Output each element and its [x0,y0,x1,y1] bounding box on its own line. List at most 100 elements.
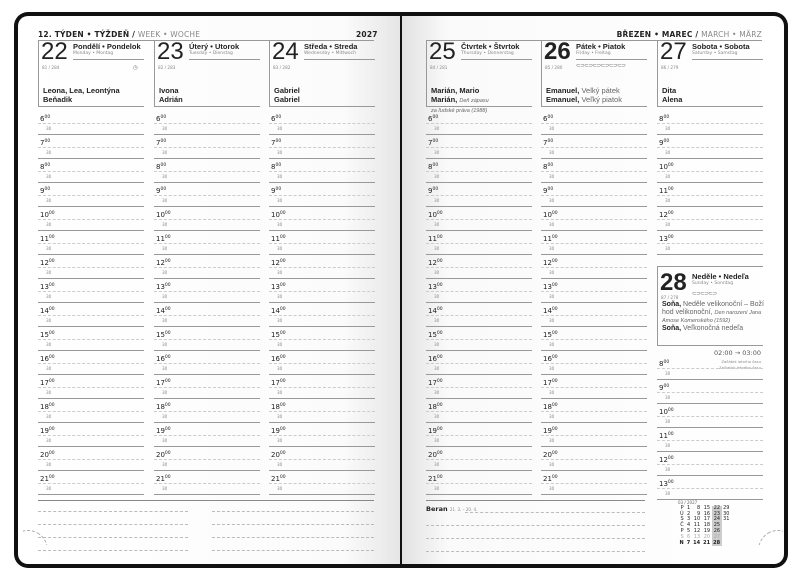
hour-slot[interactable]: 1200 30 [154,255,260,279]
hour-slot[interactable]: 700 30 [154,135,260,159]
hour-slot[interactable]: 1200 30 [541,255,647,279]
hour-slot[interactable]: 1600 30 [38,351,144,375]
hour-slot[interactable]: 1400 30 [269,303,375,327]
hour-slot[interactable]: 2000 30 [541,447,647,471]
hour-slot[interactable]: 1900 30 [38,423,144,447]
hour-slot[interactable]: 800 30 [426,159,532,183]
hour-slot[interactable]: 1500 30 [154,327,260,351]
hour-slot[interactable]: 1400 30 [154,303,260,327]
hour-slot[interactable]: 1100 30 [154,231,260,255]
hour-slot[interactable]: 1400 30 [541,303,647,327]
hour-slot[interactable]: 900 30 [269,183,375,207]
hour-slot[interactable]: 1100 30 [657,428,763,452]
hour-slot[interactable]: 1200 30 [269,255,375,279]
hour-slot[interactable]: 1100 30 [38,231,144,255]
hour-slot[interactable]: 1800 30 [269,399,375,423]
hour-slot[interactable]: 1400 30 [38,303,144,327]
hour-slot[interactable]: 2100 30 [269,471,375,495]
note-line[interactable] [212,524,374,525]
hour-slot[interactable]: 600 30 [269,111,375,135]
hour-slot[interactable]: 2100 30 [541,471,647,495]
hour-slot[interactable]: 700 30 [541,135,647,159]
hour-slot[interactable]: 1600 30 [154,351,260,375]
hour-slot[interactable]: 800 30 [541,159,647,183]
hour-slot[interactable]: 1000 30 [426,207,532,231]
hour-slot[interactable]: 1700 30 [426,375,532,399]
hour-slot[interactable]: 1200 30 [657,207,763,231]
hour-slot[interactable]: 1300 30 [269,279,375,303]
hour-slot[interactable]: 2000 30 [426,447,532,471]
hour-slot[interactable]: 1500 30 [38,327,144,351]
hour-slot[interactable]: 1500 30 [269,327,375,351]
note-line[interactable] [426,538,645,539]
note-line[interactable] [212,511,374,512]
hour-slot[interactable]: 900 30 [657,380,763,404]
hour-slot[interactable]: 600 30 [154,111,260,135]
hour-slot[interactable]: 1600 30 [426,351,532,375]
hour-slot[interactable]: 700 30 [38,135,144,159]
hour-slot[interactable]: 600 30 [426,111,532,135]
hour-slot[interactable]: 1200 30 [426,255,532,279]
hour-slot[interactable]: 1400 30 [426,303,532,327]
hour-slot[interactable]: 800 30 [269,159,375,183]
hour-slot[interactable]: 1000 30 [38,207,144,231]
hour-slot[interactable]: 700 30 [426,135,532,159]
hour-slot[interactable]: 900 30 [426,183,532,207]
hour-slot[interactable]: 1700 30 [154,375,260,399]
hour-slot[interactable]: 1300 30 [541,279,647,303]
note-line[interactable] [38,537,188,538]
note-line[interactable] [426,525,645,526]
note-line[interactable] [38,550,188,551]
hour-slot[interactable]: 1600 30 [269,351,375,375]
hour-slot[interactable]: 1300 30 [657,231,763,255]
hour-slot[interactable]: 2100 30 [426,471,532,495]
hour-slot[interactable]: 1200 30 [38,255,144,279]
hour-slot[interactable]: 1000 30 [541,207,647,231]
hour-slot[interactable]: 1300 30 [657,476,763,500]
note-line[interactable] [212,537,374,538]
hour-slot[interactable]: 1500 30 [541,327,647,351]
note-line[interactable] [212,550,374,551]
hour-slot[interactable]: 1900 30 [269,423,375,447]
hour-slot[interactable]: 1100 30 [426,231,532,255]
hour-slot[interactable]: 1000 30 [657,159,763,183]
hour-slot[interactable]: 1100 30 [269,231,375,255]
hour-slot[interactable]: 1100 30 [657,183,763,207]
hour-slot[interactable]: 2000 30 [269,447,375,471]
note-line[interactable] [38,511,188,512]
hour-slot[interactable]: 1800 30 [426,399,532,423]
hour-slot[interactable]: 1900 30 [541,423,647,447]
hour-slot[interactable]: 1900 30 [154,423,260,447]
hour-slot[interactable]: 700 30 [269,135,375,159]
hour-slot[interactable]: 1000 30 [657,404,763,428]
hour-slot[interactable]: 800 30 [657,111,763,135]
hour-slot[interactable]: 600 30 [541,111,647,135]
hour-slot[interactable]: 1900 30 [426,423,532,447]
hour-slot[interactable]: 1200 30 [657,452,763,476]
hour-slot[interactable]: 800 30 [38,159,144,183]
hour-slot[interactable]: 900 30 [38,183,144,207]
note-line[interactable] [426,551,645,552]
hour-slot[interactable]: 2000 30 [38,447,144,471]
hour-slot[interactable]: 1700 30 [541,375,647,399]
hour-slot[interactable]: 1300 30 [154,279,260,303]
hour-slot[interactable]: 1700 30 [38,375,144,399]
hour-slot[interactable]: 1300 30 [38,279,144,303]
hour-slot[interactable]: 900 30 [657,135,763,159]
hour-slot[interactable]: 1700 30 [269,375,375,399]
hour-slot[interactable]: 1000 30 [269,207,375,231]
hour-slot[interactable]: 1800 30 [541,399,647,423]
hour-slot[interactable]: 900 30 [154,183,260,207]
hour-slot[interactable]: 1100 30 [541,231,647,255]
hour-slot[interactable]: 600 30 [38,111,144,135]
hour-slot[interactable]: 1800 30 [38,399,144,423]
hour-slot[interactable]: 2000 30 [154,447,260,471]
hour-slot[interactable]: 1800 30 [154,399,260,423]
hour-slot[interactable]: 1600 30 [541,351,647,375]
hour-slot[interactable]: 2100 30 [154,471,260,495]
hour-slot[interactable]: 900 30 [541,183,647,207]
hour-slot[interactable]: 1300 30 [426,279,532,303]
hour-slot[interactable]: 2100 30 [38,471,144,495]
note-line[interactable] [38,524,188,525]
hour-slot[interactable]: 1000 30 [154,207,260,231]
